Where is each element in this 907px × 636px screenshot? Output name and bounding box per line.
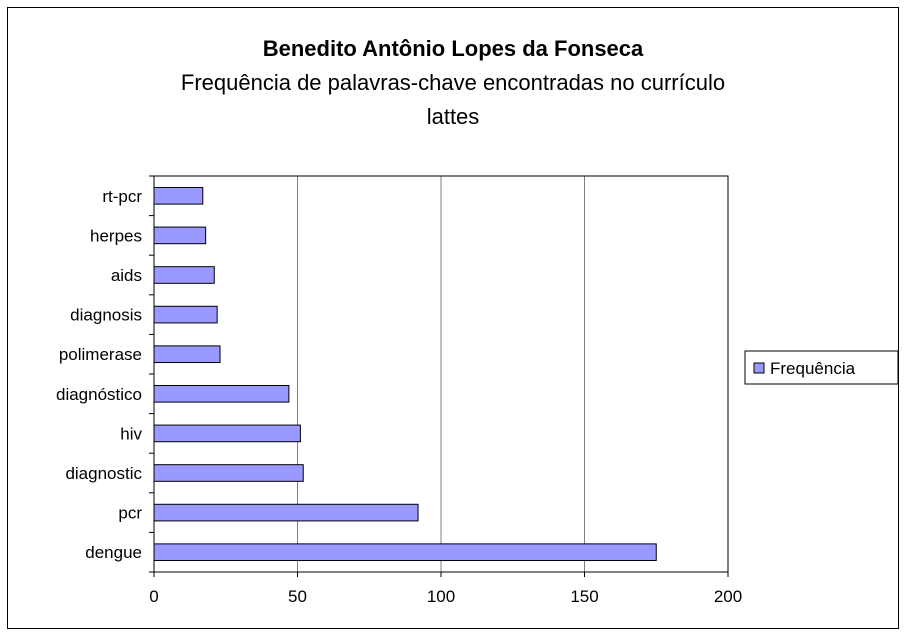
y-tick-label-diagnostic: diagnostic	[65, 464, 142, 483]
x-tick-label-3: 150	[570, 587, 598, 606]
chart-subtitle-line-2: lattes	[427, 104, 480, 129]
y-tick-label-rt-pcr: rt-pcr	[102, 187, 142, 206]
chart-frame: Benedito Antônio Lopes da Fonseca Frequê…	[7, 7, 899, 629]
legend-box	[744, 350, 898, 385]
x-tick-label-0: 0	[149, 587, 158, 606]
y-tick-label-diagnosis: diagnosis	[70, 306, 142, 325]
chart-subtitle-line-1: Frequência de palavras-chave encontradas…	[181, 70, 725, 95]
bar-hiv	[153, 424, 301, 443]
bar-pcr	[153, 503, 419, 522]
chart-title: Benedito Antônio Lopes da Fonseca	[263, 36, 644, 61]
legend-swatch	[753, 362, 765, 374]
bar-diagnóstico	[153, 384, 290, 403]
bar-diagnostic	[153, 464, 304, 482]
bar-chart: Benedito Antônio Lopes da Fonseca Frequê…	[56, 36, 898, 606]
y-tick-label-diagnóstico: diagnóstico	[56, 385, 142, 404]
bar-dengue	[153, 543, 657, 562]
bar-rt-pcr	[153, 186, 204, 205]
x-tick-label-1: 50	[288, 587, 307, 606]
legend-label: Frequência	[770, 359, 856, 378]
y-tick-label-aids: aids	[111, 266, 142, 285]
bar-diagnosis	[153, 305, 218, 324]
bar-aids	[153, 266, 215, 284]
bar-polimerase	[153, 345, 221, 364]
x-tick-label-4: 200	[714, 587, 742, 606]
plot-area: rt-pcr herpes aids diagnosis polimerase diagn…	[56, 175, 742, 606]
y-tick-label-herpes: herpes	[90, 226, 142, 245]
bar-herpes	[153, 226, 207, 245]
x-tick-label-2: 100	[427, 587, 455, 606]
legend: Frequência	[744, 350, 898, 385]
y-tick-label-polimerase: polimerase	[59, 345, 142, 364]
y-tick-label-pcr: pcr	[118, 504, 142, 523]
y-tick-label-hiv: hiv	[120, 424, 142, 443]
y-tick-label-dengue: dengue	[85, 543, 142, 562]
